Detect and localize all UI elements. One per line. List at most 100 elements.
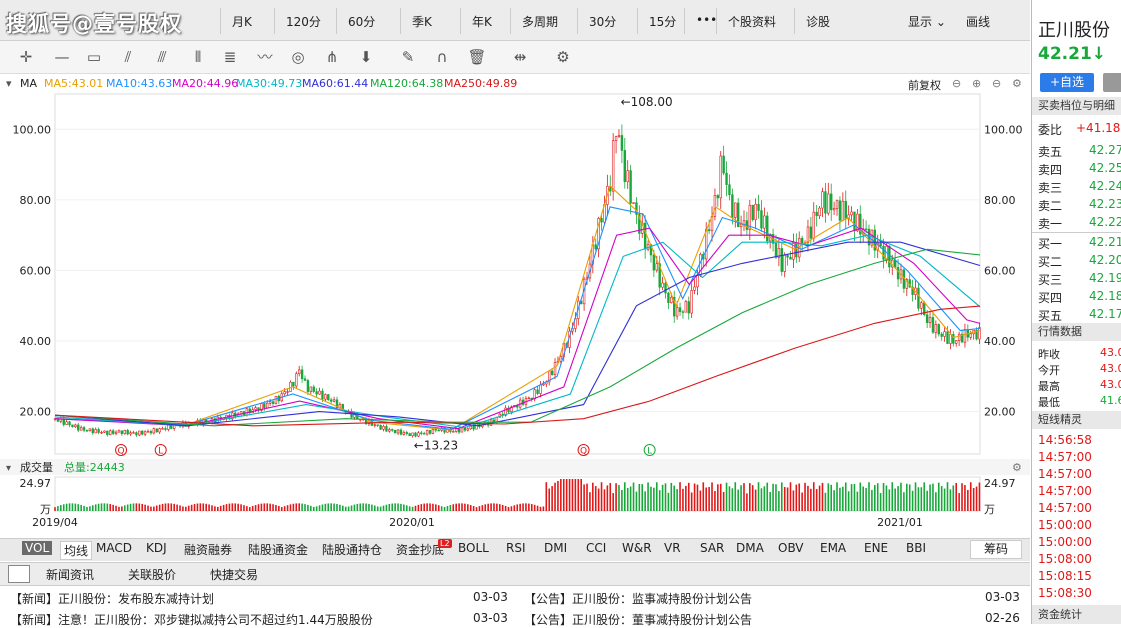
- channel-tool-icon[interactable]: ⫻: [157, 48, 167, 66]
- pitchfork-tool-icon[interactable]: ⋔: [325, 48, 339, 66]
- indicator-tab[interactable]: MACD: [96, 541, 132, 555]
- toolbar-item[interactable]: 多周期: [522, 15, 559, 29]
- gear-icon[interactable]: ⚙: [556, 48, 570, 66]
- volume-gear-icon[interactable]: ⚙: [1012, 461, 1022, 474]
- cycle-tool-icon[interactable]: ⦀: [194, 48, 202, 66]
- toolbar-item[interactable]: 15分: [649, 15, 677, 29]
- arrow-down-tool-icon[interactable]: ⬇: [359, 48, 373, 66]
- ma-line-MA250: [54, 305, 981, 427]
- volume-bar: [818, 485, 821, 511]
- more-button[interactable]: [1103, 73, 1121, 92]
- news-tab[interactable]: 快捷交易: [210, 568, 259, 582]
- volume-bar: [347, 506, 350, 511]
- toolbar-item[interactable]: •••: [696, 13, 718, 27]
- fan-tool-icon[interactable]: ⫽: [124, 48, 132, 66]
- indicator-tab[interactable]: BOLL: [458, 541, 489, 555]
- indicator-tab[interactable]: SAR: [700, 541, 725, 555]
- toolbar-item[interactable]: 个股资料: [728, 15, 777, 29]
- settings-gear-icon[interactable]: ⚙: [1012, 77, 1022, 90]
- indicator-tab[interactable]: DMA: [736, 541, 764, 555]
- indicator-tab[interactable]: BBI: [906, 541, 927, 555]
- indicator-tab[interactable]: 融资融券: [184, 543, 233, 557]
- ellipse-tool-icon[interactable]: ◎: [291, 48, 305, 66]
- indicator-tab[interactable]: CCI: [586, 541, 607, 555]
- panel-toggle-icon[interactable]: [8, 565, 30, 583]
- fibonacci-tool-icon[interactable]: ≣: [223, 48, 237, 66]
- indicator-tab[interactable]: KDJ: [146, 541, 167, 555]
- indicator-tab[interactable]: 陆股通资金: [248, 543, 309, 557]
- quote-value: 43.0: [1100, 346, 1121, 359]
- magnet-icon[interactable]: ∩: [436, 48, 448, 66]
- volume-bar: [77, 504, 80, 511]
- candle-body: [600, 217, 603, 223]
- toolbar-divider: [460, 8, 461, 34]
- toolbar-item[interactable]: 诊股: [806, 15, 831, 29]
- indicator-tab[interactable]: 陆股通持仓: [322, 543, 383, 557]
- candle-body: [385, 426, 388, 432]
- display-menu[interactable]: 显示 ⌄: [908, 15, 946, 29]
- news-item[interactable]: 【公告】正川股份：董事减持股份计划公告: [524, 613, 753, 627]
- candle-body: [704, 229, 708, 260]
- draw-line-button[interactable]: 画线: [966, 15, 991, 29]
- remove-icon[interactable]: ⊖: [992, 77, 1002, 90]
- indicator-tab[interactable]: 资金抄底: [396, 543, 445, 557]
- candle-body: [734, 202, 737, 218]
- news-item[interactable]: 【新闻】正川股份：发布股东减持计划: [10, 592, 215, 606]
- zoom-out-icon[interactable]: ⊖: [952, 77, 962, 90]
- chips-button[interactable]: 筹码: [970, 540, 1022, 559]
- indicator-tab[interactable]: OBV: [778, 541, 804, 555]
- marker-L[interactable]: L: [154, 444, 167, 457]
- line-tool-icon[interactable]: —: [54, 48, 70, 66]
- zoom-in-icon[interactable]: ⊕: [972, 77, 982, 90]
- volume-bar: [836, 482, 838, 511]
- l2-badge: L2: [438, 539, 452, 548]
- wave-tool-icon[interactable]: 〰: [257, 48, 273, 66]
- add-watchlist-button[interactable]: +自选: [1040, 73, 1094, 92]
- indicator-tab[interactable]: DMI: [544, 541, 568, 555]
- news-item[interactable]: 【公告】正川股份：监事减持股份计划公告: [524, 592, 753, 606]
- marker-Q[interactable]: Q: [115, 444, 128, 457]
- toolbar-item[interactable]: 60分: [348, 15, 376, 29]
- indicator-tab[interactable]: VR: [664, 541, 681, 555]
- volume-label: 成交量: [20, 460, 53, 474]
- toolbar-item[interactable]: 30分: [589, 15, 617, 29]
- news-tab[interactable]: 关联股价: [128, 568, 177, 582]
- volume-bar: [580, 479, 582, 511]
- indicator-tab[interactable]: EMA: [820, 541, 847, 555]
- indicator-tab[interactable]: 均线: [60, 541, 93, 560]
- toolbar-item[interactable]: 月K: [232, 15, 252, 29]
- stock-name: 正川股份: [1038, 20, 1110, 41]
- volume-bar: [847, 491, 850, 511]
- crosshair-icon[interactable]: ✛: [19, 48, 33, 66]
- toolbar-item[interactable]: 季K: [412, 15, 432, 29]
- indicator-tab[interactable]: RSI: [506, 541, 526, 555]
- indicator-tab[interactable]: ENE: [864, 541, 889, 555]
- toolbar-item[interactable]: 年K: [472, 15, 492, 29]
- trash-icon[interactable]: 🗑: [467, 48, 487, 66]
- news-tab[interactable]: 新闻资讯: [46, 568, 95, 582]
- kline-chart[interactable]: 100.00 100.00 80.00 80.00 60.00 60.00 40.00 40.…: [0, 92, 1030, 537]
- wei-label: 委比: [1038, 123, 1063, 137]
- collapse-icon[interactable]: ▾: [6, 77, 12, 90]
- marker-L[interactable]: L: [643, 444, 656, 457]
- indicator-tab[interactable]: W&R: [622, 541, 652, 555]
- news-item[interactable]: 【新闻】注意！正川股份：邓步键拟减持公司不超过约1.44万股股份: [10, 613, 373, 627]
- marker-Q[interactable]: Q: [577, 444, 590, 457]
- volume-bar: [487, 503, 489, 511]
- toolbar-item[interactable]: 120分: [286, 15, 321, 29]
- collapse-icon[interactable]: ▾: [6, 463, 11, 474]
- candle-body: [763, 215, 766, 229]
- pen-tool-icon[interactable]: ✎: [401, 48, 415, 66]
- plot-frame: [54, 93, 981, 455]
- rectangle-tool-icon[interactable]: ▭: [86, 48, 102, 66]
- x-label: 2020/01: [389, 516, 435, 529]
- volume-bar: [577, 479, 580, 511]
- candle-body: [292, 381, 295, 387]
- candle-body: [821, 191, 824, 209]
- candle-body: [408, 433, 411, 437]
- candle-body: [324, 394, 327, 400]
- adjust-label[interactable]: 前复权: [908, 79, 941, 92]
- indicator-tab[interactable]: VOL: [22, 541, 53, 555]
- low-annotation: ←13.23: [414, 439, 458, 453]
- split-icon[interactable]: ⇹: [513, 48, 527, 66]
